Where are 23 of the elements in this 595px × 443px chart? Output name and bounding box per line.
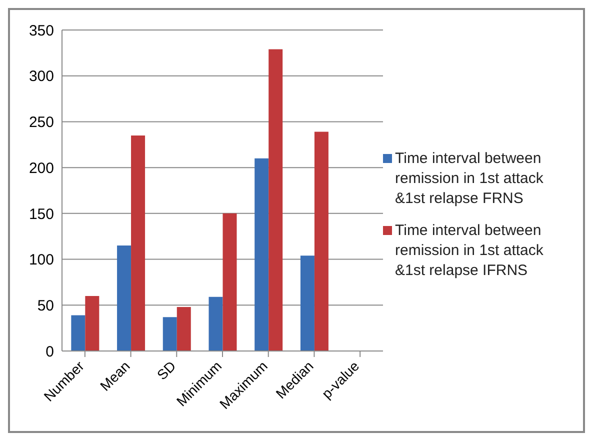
bar — [314, 132, 328, 351]
bar — [176, 306, 191, 351]
bar — [254, 158, 269, 351]
bar — [117, 246, 132, 351]
y-tick-label: 0 — [46, 343, 54, 360]
bar — [268, 49, 283, 351]
y-tick-label: 350 — [28, 22, 54, 40]
x-tick-label: SD — [154, 358, 179, 383]
bar — [131, 135, 146, 351]
y-tick-label: 50 — [37, 297, 54, 314]
legend-label: Time interval between remission in 1st attack &1st relapse IFRNS — [395, 220, 544, 280]
y-tick-label: 100 — [28, 252, 54, 269]
y-tick-label: 200 — [28, 160, 54, 177]
bar — [300, 256, 314, 351]
y-tick-label: 250 — [28, 114, 54, 132]
bar — [208, 296, 223, 351]
bar — [71, 315, 86, 351]
legend-label: Time interval between remission in 1st attack &1st relapse FRNS — [395, 148, 544, 208]
bar — [85, 296, 100, 351]
bar — [162, 317, 177, 351]
bar — [222, 213, 237, 351]
y-tick-label: 150 — [28, 206, 54, 223]
y-tick-label: 300 — [28, 68, 54, 86]
